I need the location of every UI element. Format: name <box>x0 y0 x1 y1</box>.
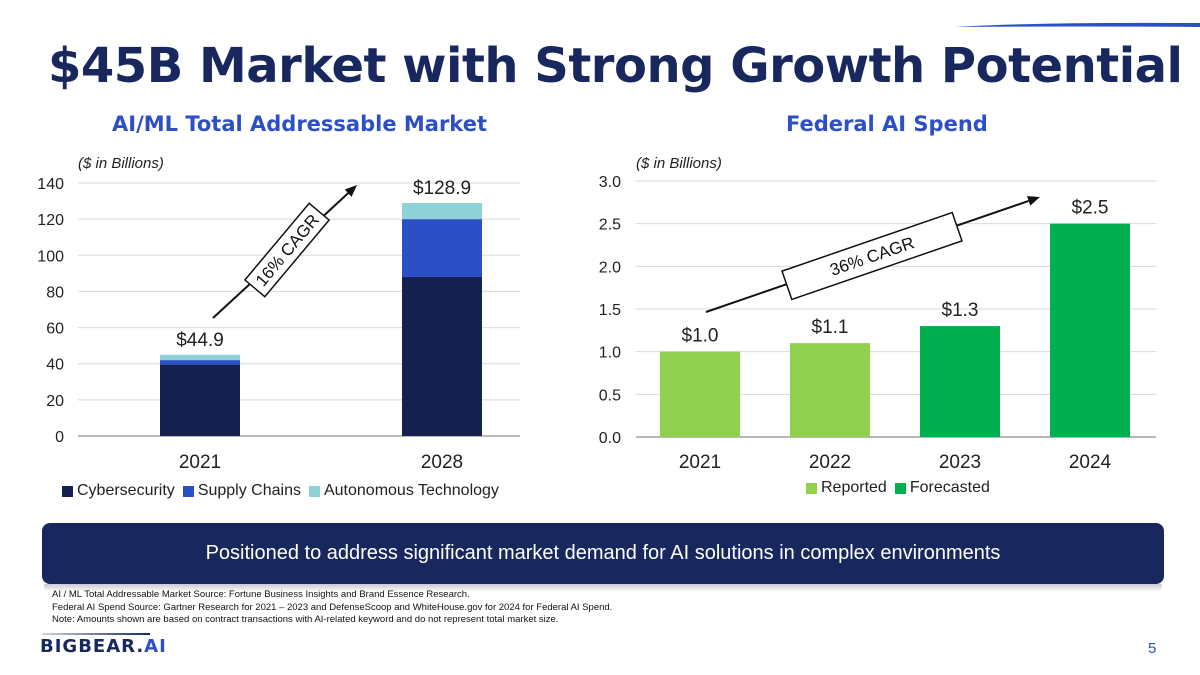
footnote-tam-source: AI / ML Total Addressable Market Source:… <box>52 589 470 600</box>
tam-bar-cybersecurity-2028 <box>402 276 482 436</box>
legend-swatch-autonomous-technology <box>308 485 320 497</box>
tam-y-tick: 140 <box>37 176 64 193</box>
federal-cagr-box <box>781 211 963 301</box>
logo-rule <box>42 633 150 635</box>
tam-y-tick: 60 <box>46 321 64 338</box>
banner-text: Positioned to address significant market… <box>205 542 1001 564</box>
federal-cagr-callout: 36% CAGR <box>781 211 963 301</box>
federal-legend: Reported Forecasted <box>806 479 998 497</box>
tam-unit-note: ($ in Billions) <box>78 155 164 172</box>
tam-bar-cybersecurity-2021 <box>160 364 240 436</box>
tam-y-tick: 100 <box>37 248 64 265</box>
tam-bar-autonomous-technology-2028 <box>402 203 482 220</box>
tam-total-label: $44.9 <box>176 330 224 351</box>
tam-total-label: $128.9 <box>413 178 471 199</box>
bigbear-logo: BIGBEAR.AI <box>40 636 167 657</box>
legend-label-supply-chains: Supply Chains <box>197 482 301 499</box>
tam-bar-supply-chains-2028 <box>402 219 482 277</box>
footnote-note: Note: Amounts shown are based on contrac… <box>52 614 559 625</box>
federal-bar-2024 <box>1050 223 1130 437</box>
federal-y-tick: 3.0 <box>599 174 621 191</box>
legend-swatch-cybersecurity <box>62 485 73 497</box>
tam-chart-title: AI/ML Total Addressable Market <box>112 112 487 136</box>
legend-item-cybersecurity: Cybersecurity <box>62 482 175 500</box>
federal-chart-title: Federal AI Spend <box>786 112 988 136</box>
federal-y-tick: 1.0 <box>599 345 621 362</box>
tam-legend: Cybersecurity Supply Chains Autonomous T… <box>62 482 507 500</box>
legend-item-supply-chains: Supply Chains <box>182 482 301 500</box>
federal-bar-2023 <box>920 326 1000 437</box>
federal-bar-2021 <box>660 351 740 437</box>
legend-item-forecasted: Forecasted <box>894 479 990 497</box>
federal-unit-note: ($ in Billions) <box>636 155 722 172</box>
legend-item-reported: Reported <box>806 479 887 497</box>
federal-x-tick: 2022 <box>809 452 851 473</box>
federal-data-label: $1.0 <box>682 326 719 347</box>
tam-bar-supply-chains-2021 <box>160 360 240 365</box>
banner: Positioned to address significant market… <box>42 523 1164 584</box>
tam-chart: 0 20 40 60 80 100 120 140 $44.9 2021 $128.9 2028 ($ … <box>37 155 520 473</box>
federal-x-tick: 2023 <box>939 452 981 473</box>
tam-x-tick: 2021 <box>179 452 221 473</box>
legend-swatch-reported <box>806 482 817 494</box>
tam-cagr-box <box>243 202 331 298</box>
tam-y-tick: 40 <box>46 357 64 374</box>
federal-data-label: $2.5 <box>1072 198 1109 219</box>
federal-cagr-arrowhead <box>1027 196 1040 206</box>
federal-data-label: $1.1 <box>812 317 849 338</box>
federal-y-tick: 0.0 <box>599 430 621 447</box>
federal-data-label: $1.3 <box>942 300 979 321</box>
footnotes: AI / ML Total Addressable Market Source:… <box>52 589 612 627</box>
logo-main-text: BIGBEAR. <box>40 636 145 657</box>
federal-chart: 0.0 0.5 1.0 1.5 2.0 2.5 3.0 $1.0 2021 $1.1 2022 $1.… <box>599 155 1156 473</box>
tam-bar-autonomous-technology-2021 <box>160 354 240 361</box>
federal-y-tick: 2.5 <box>599 217 621 234</box>
tam-y-tick: 20 <box>46 393 64 410</box>
page-number: 5 <box>1148 640 1157 657</box>
page-title: $45B Market with Strong Growth Potential <box>48 38 1183 94</box>
legend-label-cybersecurity: Cybersecurity <box>77 482 175 499</box>
legend-label-forecasted: Forecasted <box>909 479 990 496</box>
federal-x-tick: 2021 <box>679 452 721 473</box>
tam-y-tick: 80 <box>46 284 64 301</box>
tam-x-tick: 2028 <box>421 452 463 473</box>
tam-y-tick: 120 <box>37 212 64 229</box>
federal-x-tick: 2024 <box>1069 452 1112 473</box>
federal-y-tick: 1.5 <box>599 302 621 319</box>
federal-y-tick: 0.5 <box>599 387 621 404</box>
legend-swatch-supply-chains <box>182 485 194 497</box>
legend-item-autonomous-technology: Autonomous Technology <box>308 482 499 500</box>
logo-accent-text: AI <box>144 636 167 657</box>
federal-y-tick: 2.0 <box>599 259 621 276</box>
tam-cagr-arrowhead <box>344 185 357 197</box>
footnote-federal-source: Federal AI Spend Source: Gartner Researc… <box>52 601 613 613</box>
legend-label-autonomous-technology: Autonomous Technology <box>323 482 499 499</box>
banner-shadow <box>44 584 1162 592</box>
tam-y-tick: 0 <box>55 429 64 446</box>
legend-label-reported: Reported <box>821 479 887 496</box>
accent-stroke <box>955 22 1200 27</box>
federal-bar-2022 <box>790 343 870 437</box>
legend-swatch-forecasted <box>894 482 906 494</box>
